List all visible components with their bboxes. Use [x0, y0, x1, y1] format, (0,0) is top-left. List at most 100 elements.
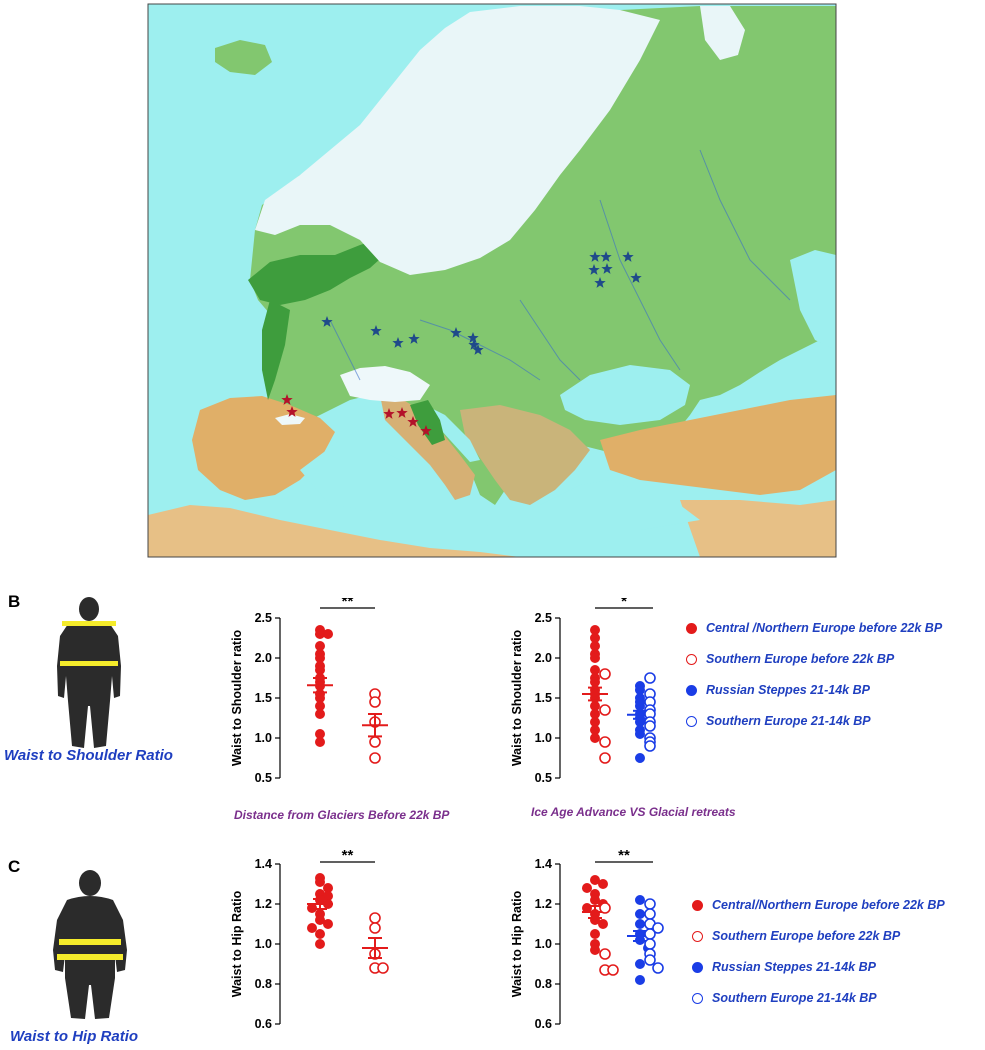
exposed-shelf — [248, 238, 390, 305]
data-point-filled — [582, 883, 592, 893]
data-point-filled — [315, 641, 325, 651]
chart-c1: 1.4 1.2 1.0 0.8 0.6 Waist to Hip Ratio ** — [230, 847, 389, 1031]
data-point-filled — [590, 725, 600, 735]
site-star-red-icon — [281, 394, 293, 405]
data-point-open — [599, 704, 611, 716]
data-point-filled — [590, 709, 600, 719]
y-tick-label: 1.5 — [255, 691, 272, 705]
exposed-shelf-west — [262, 300, 290, 400]
data-point-filled — [590, 633, 600, 643]
balkans — [460, 405, 590, 505]
chart-c2: 1.4 1.2 1.0 0.8 0.6 Waist to Hip Ratio ** — [510, 847, 664, 1031]
alpine-ice — [340, 366, 430, 402]
data-point-open — [644, 720, 656, 732]
y-tick-label: 1.4 — [535, 857, 552, 871]
data-point-filled — [315, 729, 325, 739]
novaya-zemlya-ice — [700, 6, 745, 60]
data-point-filled — [635, 701, 645, 711]
data-point-filled — [635, 909, 645, 919]
data-point-filled — [315, 737, 325, 747]
data-point-open — [599, 902, 611, 914]
legend-item: Southern Europe 21-14k BP — [692, 991, 877, 1005]
y-tick-label: 2.5 — [535, 611, 552, 625]
body-silhouette-icon-shoulder — [57, 597, 121, 748]
data-point-filled — [315, 701, 325, 711]
legend-item: Central /Northern Europe before 22k BP — [686, 621, 942, 635]
legend-marker-open-icon — [692, 992, 703, 1004]
site-star-blue-icon — [601, 263, 613, 274]
data-point-open — [607, 964, 619, 976]
y-tick-label: 2.0 — [535, 651, 552, 665]
y-tick-label: 1.0 — [255, 731, 272, 745]
legend-item: Southern Europe before 22k BP — [686, 652, 894, 666]
data-point-open — [652, 962, 664, 974]
data-point-filled — [598, 879, 608, 889]
site-star-blue-icon — [321, 316, 333, 327]
legend-item: Russian Steppes 21-14k BP — [692, 960, 876, 974]
data-point-open — [644, 954, 656, 966]
data-point-open — [377, 962, 389, 974]
legend-marker-open-icon — [686, 715, 697, 727]
site-star-blue-icon — [392, 337, 404, 348]
data-point-open — [369, 736, 381, 748]
y-tick-label: 0.8 — [255, 977, 272, 991]
y-tick-label: 1.0 — [535, 731, 552, 745]
ice-age-caption: Ice Age Advance VS Glacial retreats — [531, 805, 736, 819]
data-point-open — [599, 752, 611, 764]
y-tick-label: 0.5 — [255, 771, 272, 785]
scandinavian-ice-sheet — [255, 6, 660, 275]
legend-item: Russian Steppes 21-14k BP — [686, 683, 870, 697]
legend-label: Russian Steppes 21-14k BP — [712, 960, 876, 974]
shoulder-ratio-caption: Waist to Shoulder Ratio — [4, 747, 173, 764]
data-point-open — [369, 696, 381, 708]
panel-label-c: C — [8, 857, 21, 876]
legend-label: Southern Europe before 22k BP — [706, 652, 895, 666]
data-point-open — [652, 922, 664, 934]
legend-marker-filled-icon — [692, 899, 703, 911]
data-point-open — [599, 736, 611, 748]
rivers — [329, 149, 791, 381]
caspian-sea — [790, 250, 836, 350]
chart-b1: 2.5 2.0 1.5 1.0 0.5 Waist to Shoulder ratio ** — [230, 598, 388, 785]
significance-label: ** — [342, 847, 354, 864]
data-point-filled — [635, 895, 645, 905]
legend-label: Southern Europe 21-14k BP — [706, 714, 871, 728]
black-sea — [560, 365, 690, 425]
exposed-adriatic — [410, 400, 445, 445]
data-point-filled — [590, 875, 600, 885]
site-star-blue-icon — [450, 327, 462, 338]
body-silhouette-icon-hip — [53, 870, 127, 1019]
significance-label: ** — [342, 598, 354, 610]
y-tick-label: 0.6 — [535, 1017, 552, 1031]
y-tick-label: 1.4 — [255, 857, 272, 871]
data-point-filled — [590, 945, 600, 955]
legend-label: Southern Europe 21-14k BP — [712, 991, 877, 1005]
data-point-filled — [635, 959, 645, 969]
site-star-blue-icon — [370, 325, 382, 336]
y-tick-label: 0.5 — [535, 771, 552, 785]
legend-item: Central/Northern Europe before 22k BP — [692, 898, 945, 912]
data-point-filled — [590, 733, 600, 743]
y-tick-label: 1.5 — [535, 691, 552, 705]
italy — [380, 395, 475, 500]
legend-label: Russian Steppes 21-14k BP — [706, 683, 870, 697]
anatolia — [600, 395, 836, 495]
panel-label-b: B — [8, 592, 21, 611]
y-axis-label: Waist to Hip Ratio — [230, 890, 244, 997]
data-point-open — [644, 672, 656, 684]
mediterranean — [300, 440, 700, 530]
legend-item: Southern Europe 21-14k BP — [686, 714, 871, 728]
data-point-filled — [635, 729, 645, 739]
north-africa — [148, 505, 520, 557]
distance-caption: Distance from Glaciers Before 22k BP — [234, 808, 450, 822]
data-point-filled — [635, 685, 645, 695]
y-tick-label: 2.0 — [255, 651, 272, 665]
site-star-blue-icon — [408, 333, 420, 344]
data-point-filled — [323, 629, 333, 639]
data-point-filled — [307, 923, 317, 933]
site-star-red-icon — [286, 406, 298, 417]
data-point-filled — [315, 653, 325, 663]
data-point-filled — [315, 665, 325, 675]
site-star-blue-icon — [622, 251, 634, 262]
data-point-filled — [635, 919, 645, 929]
